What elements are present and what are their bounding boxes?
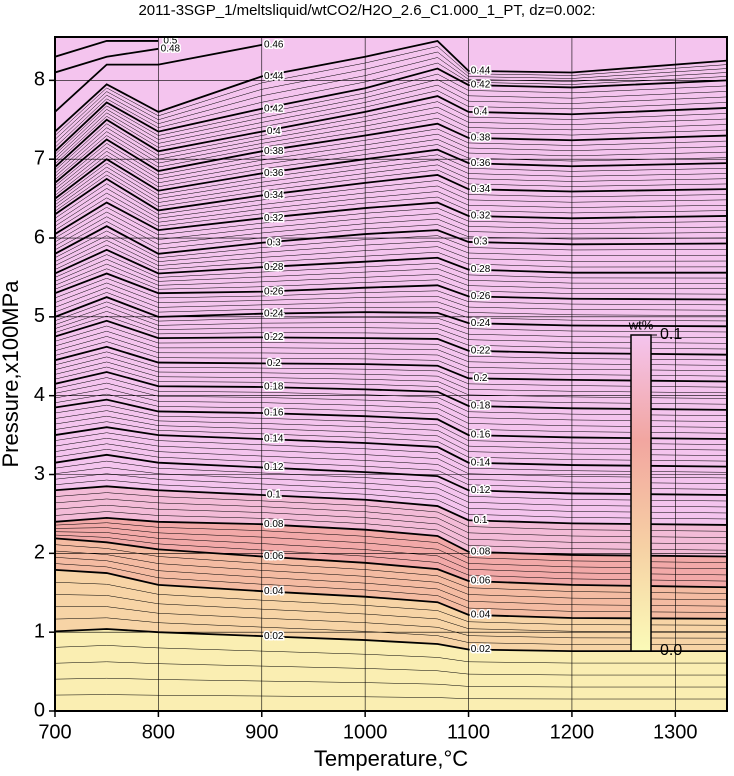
contour-line (55, 628, 727, 652)
contour-label: 0.16 (471, 430, 491, 441)
contour-line (55, 122, 727, 184)
y-tick-label: 5 (34, 305, 45, 327)
contour-line (55, 516, 727, 558)
contour-line (55, 201, 727, 235)
contour-fill (55, 629, 727, 711)
contour-line (55, 485, 727, 526)
contour-label: 0.08 (471, 546, 491, 557)
contour-line (55, 568, 727, 620)
x-axis-label: Temperature,°C (314, 746, 468, 771)
contour-label: 0.2 (474, 373, 488, 384)
contour-label: 0.38 (471, 133, 491, 144)
colorbar-tick-label: 0.0 (660, 642, 682, 659)
contour-label: 0.24 (264, 308, 284, 319)
contour-line (55, 537, 727, 589)
contour-label: 0.18 (264, 382, 284, 393)
contour-line (55, 174, 727, 216)
y-tick-label: 8 (34, 69, 45, 91)
y-tick-label: 4 (34, 384, 45, 406)
contour-label: 0.4 (474, 107, 488, 118)
colorbar-label: wt% (628, 317, 654, 332)
contour-label: 0.02 (264, 631, 284, 642)
y-tick-label: 2 (34, 542, 45, 564)
contour-label: 0.26 (264, 286, 284, 297)
contour-label: 0.32 (264, 213, 284, 224)
contour-line (55, 148, 727, 200)
contour-label: 0.42 (264, 103, 284, 114)
contour-label: 0.22 (264, 332, 284, 343)
contour-label: 0.3 (474, 237, 488, 248)
x-tick-label: 1300 (653, 721, 698, 743)
x-tick-label: 900 (245, 721, 278, 743)
contour-label: 0.26 (471, 291, 491, 302)
contour-label: 0.18 (471, 401, 491, 412)
contour-line (55, 67, 727, 152)
contour-label: 0.1 (267, 490, 281, 501)
contour-line (55, 40, 159, 58)
x-tick-label: 700 (38, 721, 71, 743)
y-tick-label: 3 (34, 463, 45, 485)
contour-label: 0.5 (163, 36, 177, 47)
contour-label: 0.34 (264, 190, 284, 201)
contour-line (55, 47, 159, 74)
contour-line (55, 248, 727, 275)
contour-line (55, 371, 727, 411)
contour-line (55, 95, 727, 168)
chart-title: 2011-3SGP_1/meltsliquid/wtCO2/H2O_2.6_C1… (138, 2, 595, 19)
contour-line (55, 296, 727, 328)
contour-label: 0.06 (471, 576, 491, 587)
contour-line (55, 39, 727, 133)
y-tick-label: 6 (34, 226, 45, 248)
y-tick-label: 0 (34, 699, 45, 721)
y-tick-label: 1 (34, 620, 45, 642)
contour-label: 0.14 (264, 434, 284, 445)
plot-area: 0.02 0.02 0.04 0.04 0.06 0.06 0.08 0.08 0.1 0.1 0.… (55, 36, 727, 711)
contour-line (55, 43, 262, 113)
contour-line (55, 319, 727, 356)
x-tick-label: 800 (142, 721, 175, 743)
contour-label: 0.28 (264, 262, 284, 273)
contour-label: 0.2 (267, 358, 281, 369)
contour-line (55, 272, 727, 301)
y-tick-label: 7 (34, 147, 45, 169)
x-tick-label: 1000 (343, 721, 388, 743)
contour-label: 0.08 (264, 519, 284, 530)
contour-line (55, 398, 727, 440)
contour-label: 0.44 (264, 71, 284, 82)
contour-line (55, 453, 727, 496)
contour-label: 0.46 (264, 40, 284, 51)
contour-label: 0.12 (264, 462, 284, 473)
contour-label: 0.34 (471, 184, 491, 195)
plot-frame (54, 36, 728, 712)
x-tick-label: 1100 (447, 721, 490, 743)
contour-label: 0.14 (471, 457, 491, 468)
contour-label: 0.02 (471, 644, 491, 655)
colorbar (630, 334, 652, 652)
contour-line (55, 345, 727, 383)
contour-label: 0.42 (471, 80, 491, 91)
contour-label: 0.12 (471, 485, 491, 496)
contour-label: 0.22 (471, 345, 491, 356)
contour-label: 0.04 (264, 586, 284, 597)
contour-line (55, 225, 727, 255)
contour-label: 0.04 (471, 609, 491, 620)
contour-label: 0.24 (471, 318, 491, 329)
contour-label: 0.36 (264, 168, 284, 179)
contour-label: 0.06 (264, 551, 284, 562)
contour-label: 0.1 (474, 515, 488, 526)
contour-label: 0.32 (471, 211, 491, 222)
y-axis-label: Pressure,x100MPa (0, 280, 23, 468)
contour-label: 0.3 (267, 237, 281, 248)
contour-label: 0.4 (267, 126, 281, 137)
contour-label: 0.38 (264, 146, 284, 157)
contour-label: 0.48 (161, 43, 181, 54)
contour-label: 0.28 (471, 264, 491, 275)
x-tick-label: 1200 (550, 721, 595, 743)
colorbar-tick-label: 0.1 (660, 326, 682, 343)
contour-label: 0.16 (264, 408, 284, 419)
contour-label: 0.36 (471, 158, 491, 169)
contour-line (55, 426, 727, 468)
contour-label: 0.44 (471, 66, 491, 77)
